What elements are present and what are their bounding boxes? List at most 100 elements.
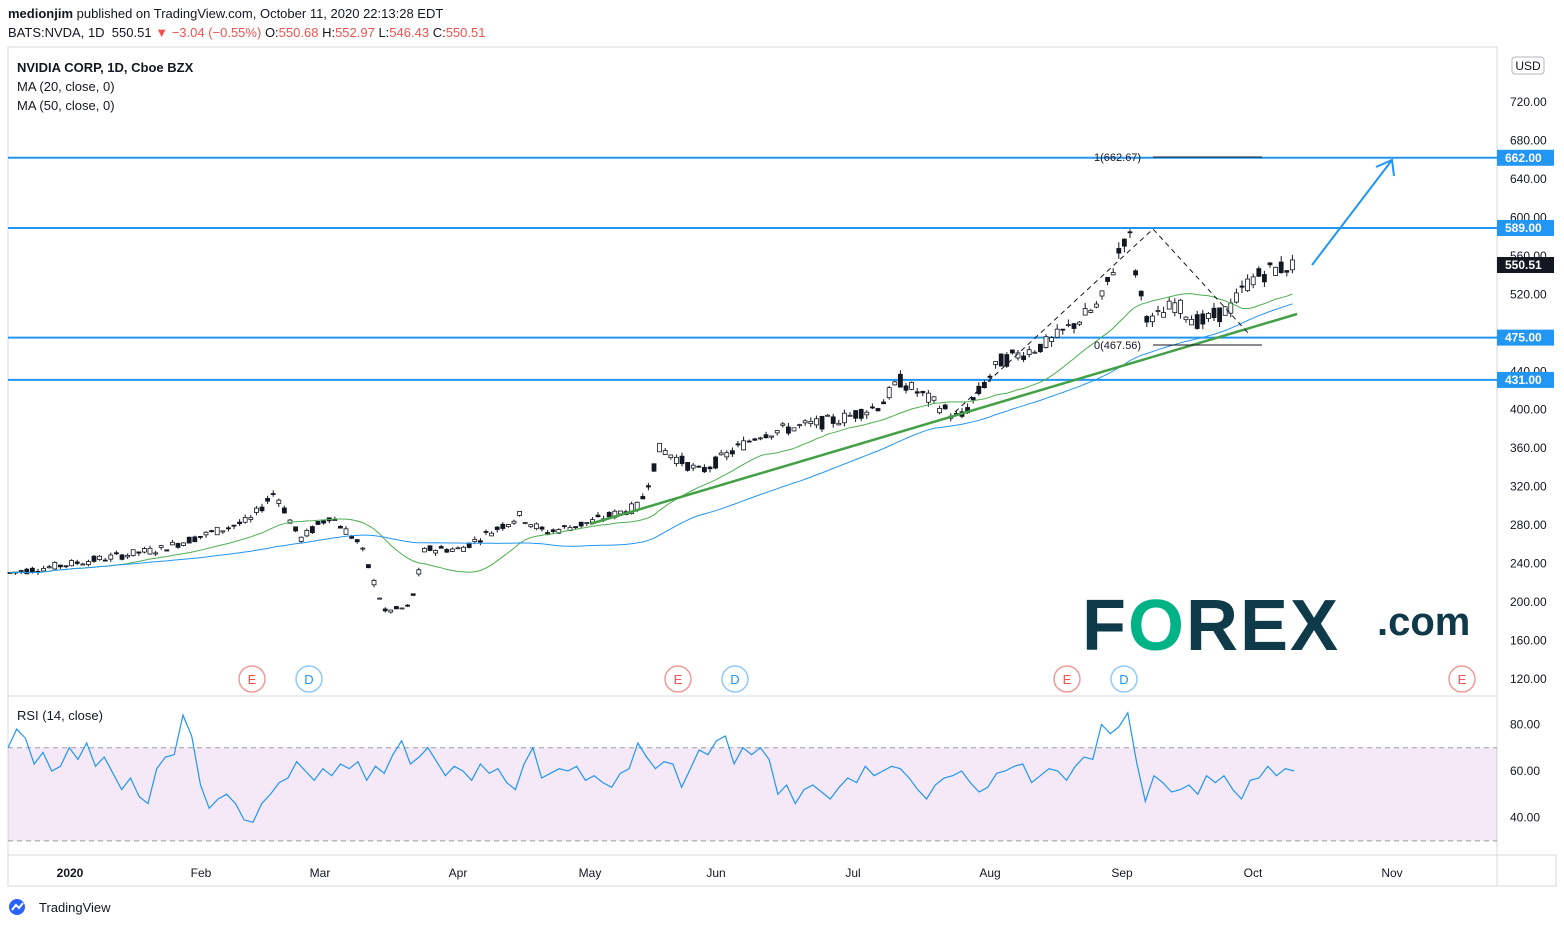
earnings-marker <box>664 665 692 693</box>
candle-down <box>393 606 399 610</box>
candle-up <box>629 503 634 515</box>
candle-up <box>522 522 528 524</box>
open-label: O: <box>264 25 279 40</box>
high-value: 552.97 <box>335 25 375 40</box>
candle-down <box>293 526 299 532</box>
candle-up <box>1066 324 1071 327</box>
candle-down <box>1138 290 1144 297</box>
level-label-box <box>1497 219 1554 236</box>
level-label-box <box>1497 371 1554 388</box>
candle-up <box>674 456 679 464</box>
currency-badge-label: USD <box>1515 59 1541 73</box>
candle-up <box>203 531 209 536</box>
candle-down <box>58 564 63 568</box>
time-tick-label: Mar <box>310 866 331 880</box>
candle-up <box>1082 308 1088 316</box>
ma50-legend[interactable]: MA (50, close, 0) <box>17 98 115 113</box>
time-tick-label: Jun <box>706 866 725 880</box>
candle-up <box>825 414 830 417</box>
change-value: −3.04 (−0.55%) <box>171 25 262 40</box>
tradingview-brand[interactable]: TradingView <box>8 898 111 916</box>
candle-down <box>337 526 343 529</box>
publisher-name[interactable]: medionjim <box>8 6 74 21</box>
time-tick-label: Oct <box>1244 866 1263 880</box>
candle-up <box>741 440 746 451</box>
candle-up <box>814 418 819 426</box>
candle-down <box>685 462 690 471</box>
candle-up <box>399 607 405 610</box>
candle-up <box>455 547 461 550</box>
candle-up <box>937 407 942 414</box>
candle-up <box>1273 266 1278 276</box>
candle-up <box>724 452 730 458</box>
candle-up <box>662 450 668 456</box>
candle-up <box>181 542 187 546</box>
candle-up <box>1032 351 1038 354</box>
candle-down <box>270 493 276 495</box>
rsi-legend[interactable]: RSI (14, close) <box>17 708 103 723</box>
candle-up <box>1099 290 1105 297</box>
ma20-legend[interactable]: MA (20, close, 0) <box>17 79 115 94</box>
candle-down <box>382 608 388 612</box>
candle-down <box>920 390 926 394</box>
candle-down <box>562 525 567 528</box>
candle-down <box>1256 268 1262 277</box>
earnings-marker <box>1053 665 1081 693</box>
candle-down <box>444 549 450 553</box>
candle-up <box>242 517 248 523</box>
candle-up <box>780 423 786 426</box>
close-label: C: <box>432 25 446 40</box>
candle-up <box>836 422 842 426</box>
level-label-box <box>1497 329 1554 346</box>
candle-down <box>1262 274 1267 283</box>
time-tick-label: Apr <box>449 866 468 880</box>
candle-down <box>1278 261 1284 274</box>
candle-down <box>354 539 360 543</box>
candle-up <box>1110 272 1116 276</box>
rsi-tick-label: 40.00 <box>1510 811 1540 825</box>
candle-down <box>1004 354 1010 367</box>
candle-up <box>416 569 422 575</box>
candle-up <box>1161 312 1166 318</box>
pattern-dashed-lines <box>954 228 1251 413</box>
price-tick-label: 280.00 <box>1510 518 1547 532</box>
candle-down <box>853 410 858 419</box>
candle-up <box>791 427 797 432</box>
candle-up <box>1250 276 1256 286</box>
candle-up <box>343 528 349 535</box>
candle-up <box>769 435 774 438</box>
candle-down <box>63 565 69 568</box>
candle-down <box>713 456 718 469</box>
candle-down <box>1127 231 1133 234</box>
candle-up <box>108 554 114 560</box>
symbol-label: BATS:NVDA, 1D <box>8 25 105 40</box>
candle-up <box>1178 299 1183 314</box>
candle-up <box>1026 349 1032 355</box>
candle-down <box>1122 238 1127 247</box>
candle-up <box>1245 278 1250 292</box>
candle-down <box>186 536 192 544</box>
candle-up <box>1228 302 1234 314</box>
last-price-box <box>1497 257 1554 274</box>
candle-down <box>870 406 875 409</box>
candle-down <box>1010 349 1015 354</box>
candle-up <box>377 597 383 600</box>
candle-down <box>483 531 489 533</box>
candle-down <box>1239 285 1245 288</box>
candle-up <box>298 536 304 542</box>
candle-down <box>1116 248 1122 254</box>
rsi-tick-label: 80.00 <box>1510 717 1540 731</box>
earnings-marker-label: E <box>674 672 683 687</box>
candle-down <box>696 465 702 468</box>
candle-up <box>808 420 814 425</box>
candle-down <box>640 496 646 500</box>
last-price: 550.51 <box>111 25 152 40</box>
candle-up <box>774 430 780 434</box>
candle-up <box>153 552 159 555</box>
candle-down <box>763 434 769 439</box>
ma50-line <box>9 303 1293 574</box>
candle-up <box>1234 292 1239 303</box>
candle-down <box>1211 307 1217 319</box>
candle-up <box>449 548 455 552</box>
